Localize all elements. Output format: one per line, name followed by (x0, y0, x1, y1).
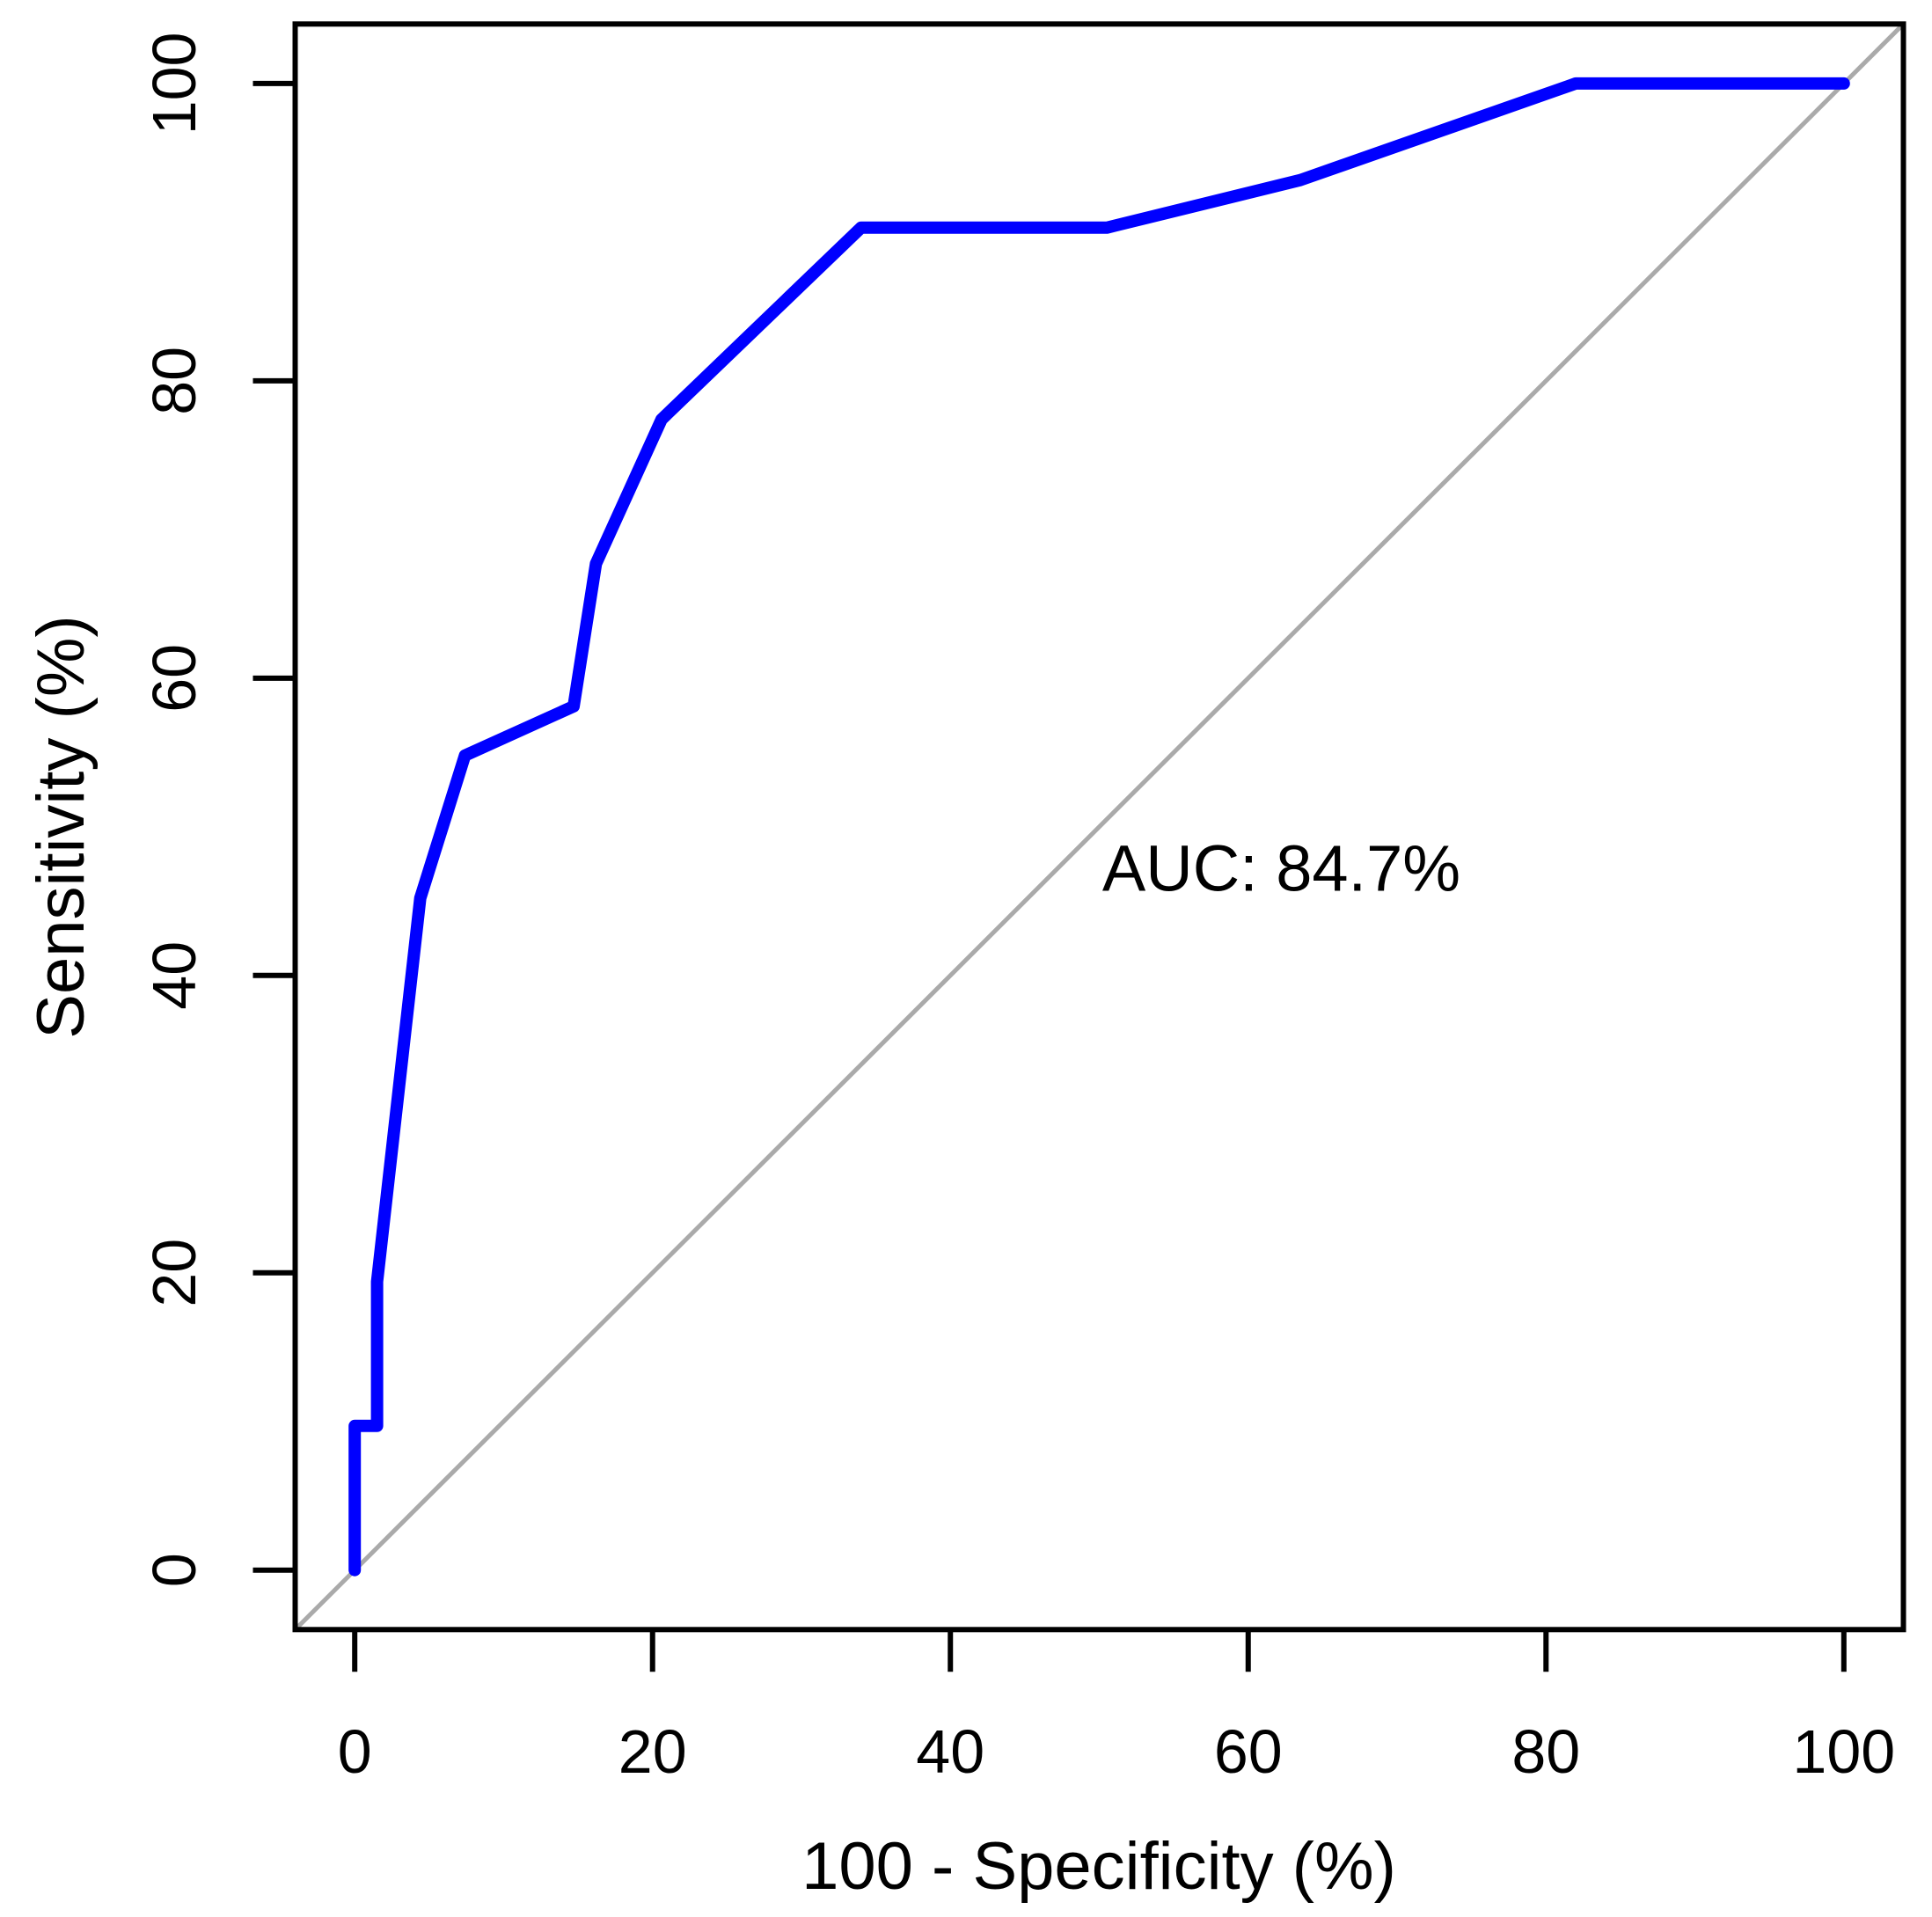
x-tick-label: 20 (618, 1717, 687, 1786)
x-axis-title: 100 - Specificity (%) (801, 1829, 1396, 1904)
plot-border-box (292, 21, 1906, 1633)
x-tick-label: 0 (338, 1717, 372, 1786)
y-axis-title: Sensitivity (%) (24, 615, 99, 1038)
x-tick-label: 100 (1792, 1717, 1895, 1786)
x-tick-label: 40 (916, 1717, 984, 1786)
x-tick-label: 80 (1511, 1717, 1580, 1786)
y-tick-label: 60 (140, 644, 209, 713)
roc-curve-line (348, 77, 1850, 1577)
chance-diagonal-line (293, 21, 1906, 1632)
x-tick-label: 60 (1214, 1717, 1283, 1786)
y-tick-label: 80 (140, 347, 209, 415)
plot-area: 0 20 40 60 80 100 0 20 40 60 80 100 (140, 21, 1906, 1786)
auc-annotation-label: AUC: 84.7% (1102, 832, 1460, 905)
y-tick-label: 20 (140, 1239, 209, 1307)
y-tick-label: 40 (140, 941, 209, 1010)
y-tick-label: 100 (140, 32, 209, 135)
y-tick-label: 0 (140, 1553, 209, 1587)
